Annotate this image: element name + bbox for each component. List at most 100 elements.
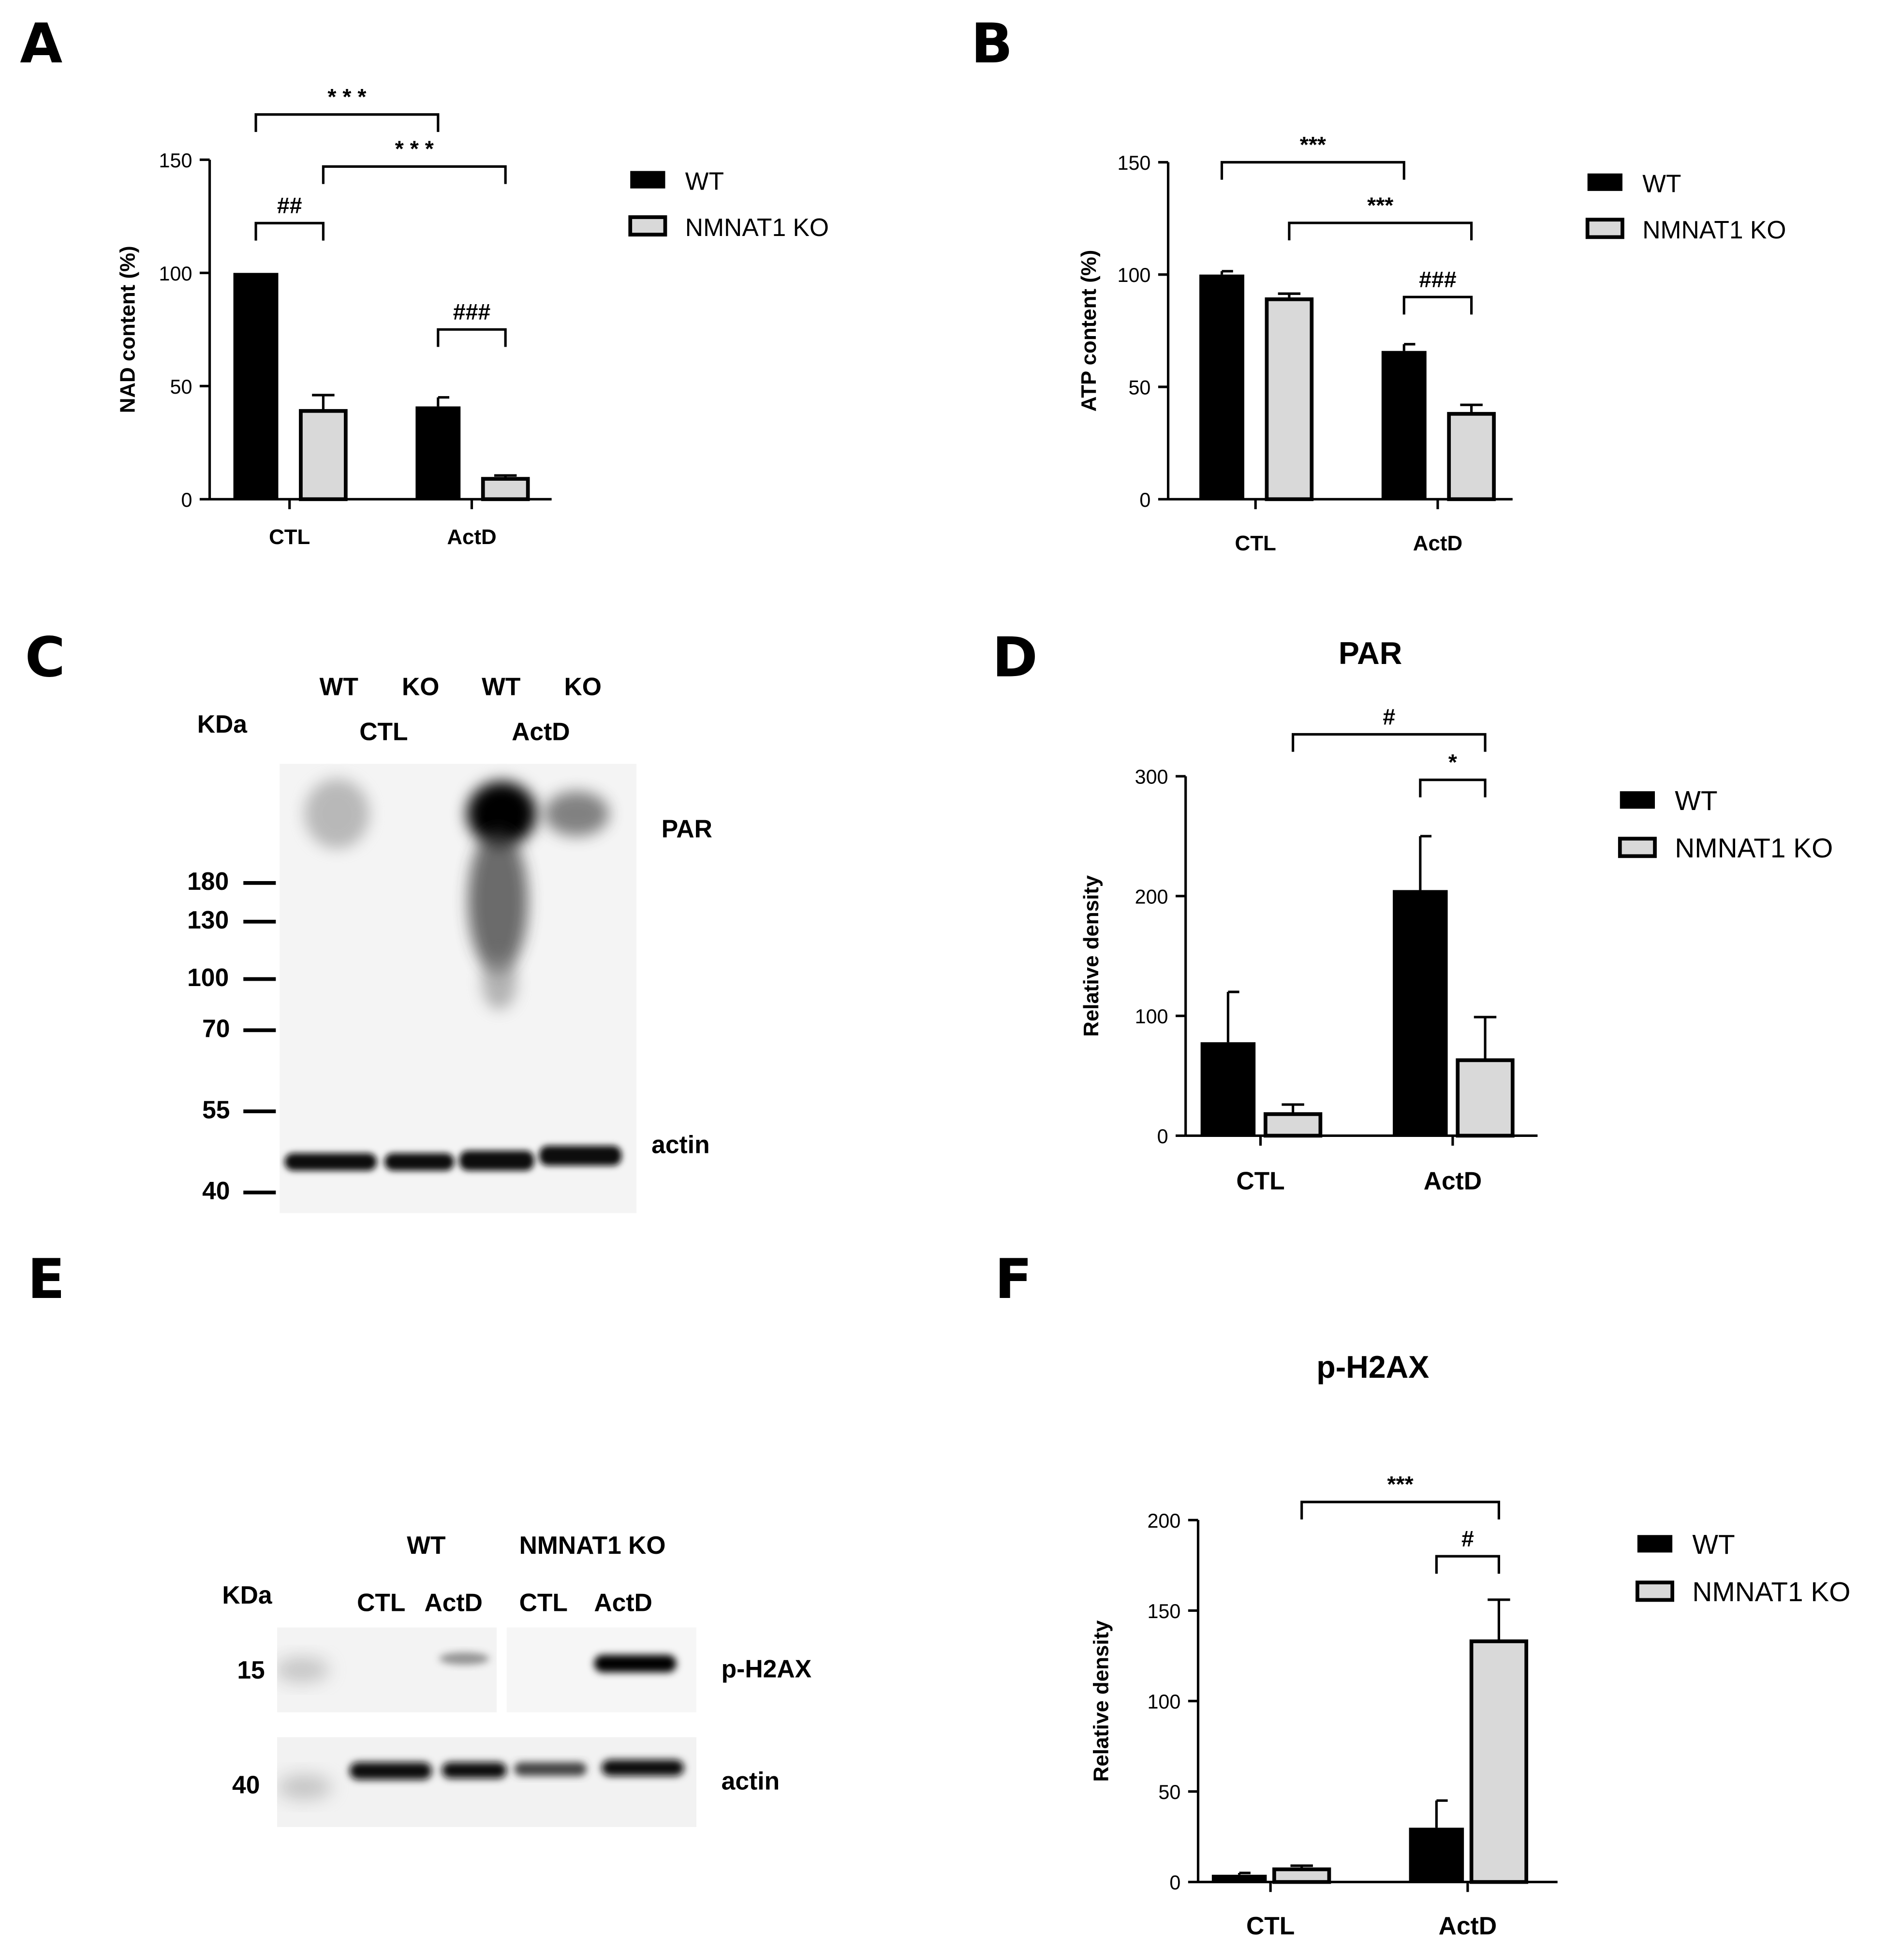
bar-nmnat1-ko-actd xyxy=(1447,412,1496,501)
bar-nmnat1-ko-ctl xyxy=(1263,1112,1323,1138)
legend-label-wt: WT xyxy=(1642,169,1681,197)
y-tick-label: 0 xyxy=(1157,1125,1168,1148)
bar-nmnat1-ko-ctl xyxy=(1265,297,1314,501)
significance-label: * * * xyxy=(395,136,434,162)
significance-bracket xyxy=(1220,161,1405,180)
blot-e-lane-4: ActD xyxy=(594,1590,652,1618)
significance-bracket xyxy=(1300,1501,1501,1520)
y-axis-label: Relative density xyxy=(1090,1620,1113,1782)
chart-title: p-H2AX xyxy=(1316,1350,1429,1385)
blot-e-group-wt: WT xyxy=(407,1533,446,1560)
blot-e-lane-1: CTL xyxy=(357,1590,406,1618)
actin-band-1 xyxy=(284,1153,377,1171)
bar-wt-actd xyxy=(1409,1827,1464,1882)
legend-swatch-ko xyxy=(1636,1580,1675,1602)
x-tick-label: CTL xyxy=(1236,1166,1284,1194)
blot-e-marker-15: 15 xyxy=(237,1657,265,1685)
significance-label: *** xyxy=(1367,192,1394,218)
y-tick-label: 150 xyxy=(1118,152,1151,174)
significance-label: ### xyxy=(453,299,491,324)
par-band-wt-actd xyxy=(467,781,537,846)
y-tick-label: 0 xyxy=(1139,489,1150,511)
legend-swatch-wt xyxy=(1587,173,1622,191)
legend-swatch-wt xyxy=(1637,1535,1673,1553)
x-tick-label: CTL xyxy=(269,525,310,549)
y-tick-label: 200 xyxy=(1147,1510,1180,1532)
legend-swatch-ko xyxy=(628,215,667,237)
chart-a-nad-content: 0 50 100 150 NAD content (%) CTL ActD * * * * * … xyxy=(116,84,829,549)
x-tick-label: ActD xyxy=(1424,1166,1482,1194)
blot-e-kda-label: KDa xyxy=(222,1582,272,1610)
blot-c-membrane xyxy=(280,764,637,1213)
legend-label-ko: NMNAT1 KO xyxy=(1642,216,1786,244)
legend-label-ko: NMNAT1 KO xyxy=(1675,833,1833,864)
bar-wt-ctl xyxy=(1200,1042,1256,1136)
y-axis-label: ATP content (%) xyxy=(1077,250,1101,412)
blot-e-group-ko: NMNAT1 KO xyxy=(519,1533,666,1560)
y-tick-label: 200 xyxy=(1135,885,1168,908)
actin-band-2 xyxy=(384,1153,455,1171)
significance-label: *** xyxy=(1300,132,1327,157)
bar-wt-ctl xyxy=(1199,274,1244,500)
actin-e-band-4 xyxy=(601,1759,684,1776)
y-tick-label: 100 xyxy=(159,263,192,285)
significance-bracket xyxy=(322,165,507,184)
blot-c-group-ctl: CTL xyxy=(359,719,408,747)
legend-label-wt: WT xyxy=(685,167,724,195)
bar-nmnat1-ko-actd xyxy=(1469,1639,1529,1884)
significance-label: ### xyxy=(1419,267,1457,292)
blot-e-band-actin: actin xyxy=(721,1768,780,1796)
bar-nmnat1-ko-ctl xyxy=(299,409,348,501)
y-tick-label: 300 xyxy=(1135,766,1168,788)
actin-e-band-1 xyxy=(349,1762,432,1780)
legend-swatch-ko xyxy=(1585,218,1624,239)
blot-c-band-actin: actin xyxy=(651,1132,710,1160)
blot-c-lane-2: KO xyxy=(401,674,440,702)
y-tick-label: 100 xyxy=(1118,264,1151,286)
bar-wt-actd xyxy=(1381,351,1427,500)
y-tick-label: 50 xyxy=(1128,377,1150,399)
actin-band-3 xyxy=(459,1150,534,1171)
blot-e-lane-3: CTL xyxy=(519,1590,568,1618)
chart-d-par-density: 0 100 200 300 Relative density PAR CTL ActD # * WT… xyxy=(1079,636,1833,1194)
significance-bracket xyxy=(437,328,507,347)
y-tick-label: 100 xyxy=(1147,1691,1180,1713)
significance-bracket xyxy=(1435,1555,1501,1574)
blot-e-membrane xyxy=(277,1627,697,1827)
significance-label: # xyxy=(1383,704,1395,729)
ph2ax-band-wt-actd xyxy=(439,1652,489,1665)
panel-label-d: D xyxy=(992,626,1038,691)
blot-e-marker-40: 40 xyxy=(232,1772,260,1800)
blot-c-marker-100: 100 xyxy=(187,964,229,992)
chart-f-ph2ax-density: 0 50 100 150 200 Relative density p-H2AX CTL Act… xyxy=(1090,1350,1851,1940)
par-band-ko-actd xyxy=(544,791,609,837)
y-tick-label: 50 xyxy=(170,376,192,398)
bar-nmnat1-ko-ctl xyxy=(1272,1867,1331,1884)
bar-wt-ctl xyxy=(233,273,279,500)
blot-c-lane-3: WT xyxy=(482,674,521,702)
blot-c-marker-130: 130 xyxy=(187,907,229,935)
x-tick-label: CTL xyxy=(1246,1912,1295,1940)
significance-bracket xyxy=(254,221,324,241)
x-tick-label: CTL xyxy=(1235,531,1276,555)
legend-swatch-wt xyxy=(1620,791,1655,809)
actin-e-band-2 xyxy=(442,1762,507,1779)
y-axis-label: Relative density xyxy=(1079,875,1103,1037)
significance-bracket xyxy=(254,113,440,132)
y-tick-label: 150 xyxy=(159,149,192,172)
significance-bracket xyxy=(1292,733,1487,752)
significance-bracket xyxy=(1402,295,1473,315)
blot-c-marker-180: 180 xyxy=(187,869,229,896)
actin-e-band-3 xyxy=(514,1762,587,1776)
bar-nmnat1-ko-actd xyxy=(1456,1058,1515,1138)
significance-bracket xyxy=(1419,779,1487,797)
blot-c-lane-4: KO xyxy=(564,674,602,702)
significance-label: ## xyxy=(277,193,302,218)
actin-band-4 xyxy=(539,1146,622,1166)
blot-c-marker-40: 40 xyxy=(202,1178,230,1206)
legend-swatch-wt xyxy=(630,171,665,189)
y-axis-label: NAD content (%) xyxy=(116,246,140,413)
significance-bracket xyxy=(1288,221,1473,241)
x-tick-label: ActD xyxy=(1413,531,1462,555)
significance-label: # xyxy=(1461,1526,1474,1551)
